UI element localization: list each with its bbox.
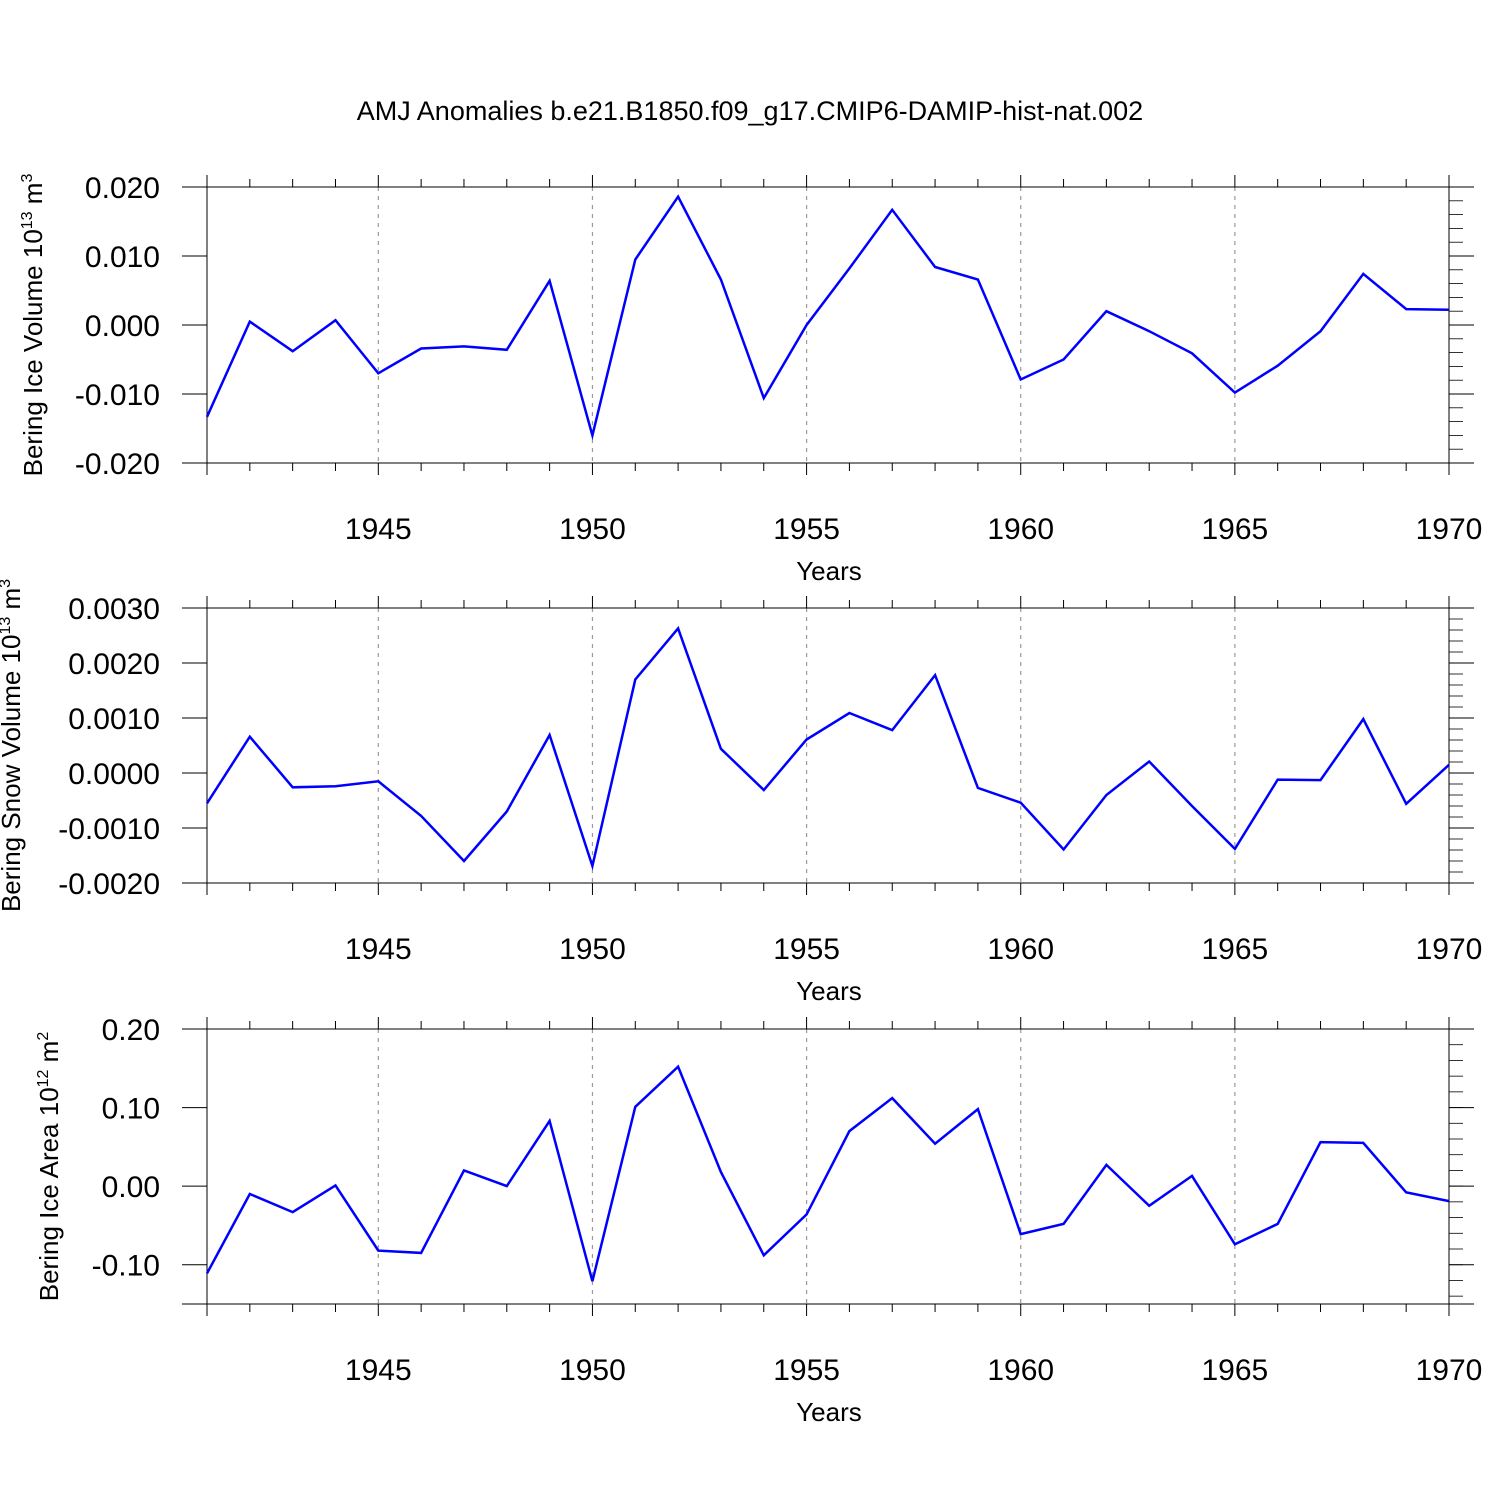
x-tick-label: 1955	[773, 933, 840, 966]
y-tick-label: 0.10	[102, 1093, 160, 1126]
x-axis-label: Years	[796, 976, 862, 1006]
y-axis-label: Bering Ice Area 1012 m2	[34, 1032, 64, 1302]
series-line	[205, 625, 1450, 871]
x-tick-label: 1945	[345, 933, 412, 966]
panel-1: -0.020 -0.010 0.000 0.010 0.020 1945 1950 1955 1…	[18, 172, 1482, 586]
series-line	[205, 194, 1450, 441]
x-tick-label: 1955	[773, 1354, 840, 1387]
x-tick-label: 1960	[987, 1354, 1054, 1387]
x-tick-label: 1965	[1201, 513, 1268, 546]
y-tick-label: -0.020	[75, 448, 160, 481]
x-tick-label: 1950	[559, 1354, 626, 1387]
x-tick-label: 1960	[987, 513, 1054, 546]
series-line	[205, 1064, 1450, 1282]
x-tick-label: 1950	[559, 513, 626, 546]
x-tick-label: 1945	[345, 513, 412, 546]
y-tick-label: 0.0000	[68, 758, 160, 791]
x-tick-label: 1960	[987, 933, 1054, 966]
y-tick-label: 0.020	[85, 172, 160, 205]
x-tick-label: 1955	[773, 513, 840, 546]
panel-2: -0.0020 -0.0010 0.0000 0.0010 0.0020 0.0030 19…	[0, 579, 1482, 1006]
y-tick-label: 0.0030	[68, 593, 160, 626]
y-tick-label: -0.10	[92, 1250, 160, 1283]
y-tick-label: 0.000	[85, 310, 160, 343]
y-tick-label: 0.0020	[68, 648, 160, 681]
x-axis-label: Years	[796, 1397, 862, 1427]
y-tick-label: 0.010	[85, 241, 160, 274]
y-tick-label: 0.20	[102, 1014, 160, 1047]
x-tick-label: 1950	[559, 933, 626, 966]
x-tick-label: 1970	[1416, 513, 1483, 546]
y-tick-label: 0.0010	[68, 703, 160, 736]
y-tick-label: -0.0020	[58, 868, 160, 901]
x-tick-label: 1970	[1416, 933, 1483, 966]
x-tick-label: 1945	[345, 1354, 412, 1387]
x-axis-label: Years	[796, 556, 862, 586]
panel-3: -0.10 0.00 0.10 0.20 1945 1950 1955 1960 1965 197…	[34, 1014, 1482, 1427]
y-tick-label: -0.010	[75, 379, 160, 412]
y-axis-label: Bering Ice Volume 1013 m3	[18, 174, 48, 477]
x-tick-label: 1970	[1416, 1354, 1483, 1387]
x-tick-label: 1965	[1201, 1354, 1268, 1387]
y-axis-label: Bering Snow Volume 1013 m3	[0, 579, 26, 912]
y-tick-label: 0.00	[102, 1171, 160, 1204]
y-tick-label: -0.0010	[58, 813, 160, 846]
figure-title: AMJ Anomalies b.e21.B1850.f09_g17.CMIP6-…	[356, 96, 1144, 126]
x-tick-label: 1965	[1201, 933, 1268, 966]
